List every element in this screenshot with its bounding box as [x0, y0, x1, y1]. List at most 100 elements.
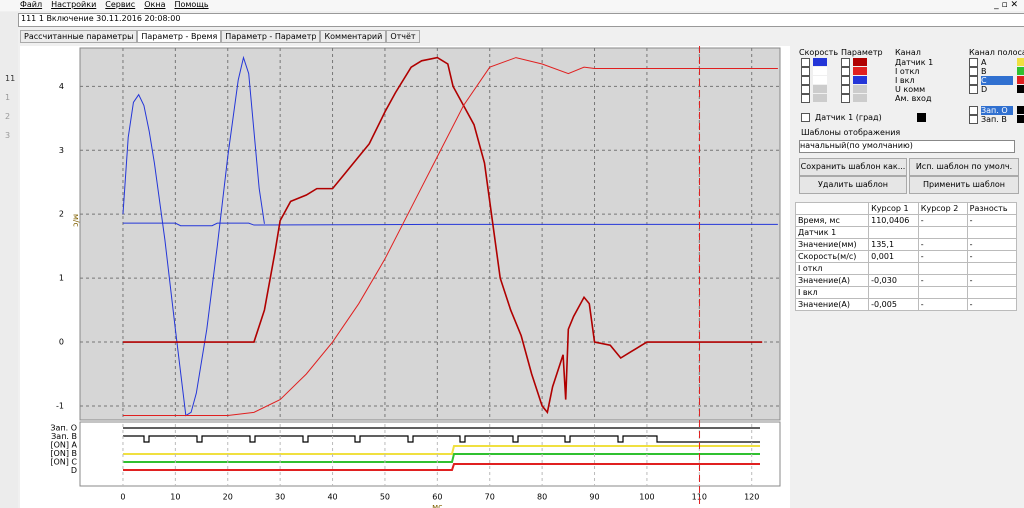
table-cell: I откл — [794, 262, 870, 275]
toolbar-number[interactable]: 1 — [5, 93, 11, 102]
table-cell: - — [917, 214, 968, 227]
button[interactable]: Сохранить шаблон как... — [799, 158, 907, 176]
checkbox[interactable] — [969, 106, 978, 115]
table-row: I откл — [794, 262, 1018, 275]
y-tick-label: 2 — [59, 210, 64, 219]
checkbox[interactable] — [969, 58, 978, 67]
table-cell — [868, 262, 919, 275]
strip-name: Зап. В — [981, 115, 1007, 124]
checkbox[interactable] — [801, 67, 810, 76]
menu-item[interactable]: Помощь — [174, 0, 209, 9]
table-cell: - — [966, 298, 1018, 311]
button[interactable]: Исп. шаблон по умолч. — [909, 158, 1019, 176]
strip-name: D — [981, 85, 988, 94]
checkbox[interactable] — [841, 58, 850, 67]
menu-item[interactable]: Файл — [20, 0, 43, 9]
table-row: Скорость(м/с) 0,001- - — [794, 250, 1018, 263]
channel-name: I вкл — [895, 76, 915, 85]
table-cell: - — [966, 274, 1018, 287]
color-box — [917, 113, 926, 122]
y-tick-label: 4 — [59, 82, 64, 91]
color-box — [813, 76, 827, 84]
header-cell: Курсор 2 — [917, 202, 968, 215]
group-title: Шаблоны отображения — [801, 128, 901, 137]
checkbox[interactable] — [801, 85, 810, 94]
tab[interactable]: Параметр - Время — [137, 30, 222, 43]
strip-name: Зап. О — [981, 106, 1013, 115]
dropdown[interactable]: начальный(по умолчанию) — [799, 140, 1015, 153]
checkbox[interactable] — [841, 85, 850, 94]
color-box — [1017, 106, 1024, 114]
checkbox[interactable] — [969, 115, 978, 124]
x-axis-label: мс — [432, 503, 442, 508]
channel-name: U комм — [895, 85, 926, 94]
x-tick-label: 60 — [432, 493, 442, 502]
table-cell: 135,1 — [868, 238, 919, 251]
menu-bar: Файл Настройки Сервис Окна Помощь _ ▫ ✕ — [0, 0, 1024, 11]
checkbox[interactable] — [841, 76, 850, 85]
digital-traces — [123, 427, 760, 471]
plot-area — [79, 47, 781, 421]
y-axis-label: м/с — [72, 214, 81, 227]
table-cell — [868, 226, 919, 239]
channel-label: [ON] C — [50, 458, 77, 467]
table-cell: -0,005 — [868, 298, 919, 311]
x-tick-label: 30 — [275, 493, 285, 502]
checkbox[interactable] — [801, 94, 810, 103]
menu-item[interactable]: Настройки — [51, 0, 97, 9]
x-tick-label: 90 — [589, 493, 599, 502]
strip-name: B — [981, 67, 987, 76]
channel-label: Зап. О — [50, 424, 77, 433]
table-cell — [966, 262, 1018, 275]
tab[interactable]: Параметр - Параметр — [221, 30, 321, 43]
color-box — [1017, 115, 1024, 123]
x-tick-label: 120 — [744, 493, 759, 502]
checkbox[interactable] — [841, 94, 850, 103]
toolbar-number[interactable]: 3 — [5, 131, 11, 140]
checkbox[interactable] — [801, 76, 810, 85]
tab[interactable]: Комментарий — [320, 30, 387, 43]
channel-name: I откл — [895, 67, 920, 76]
checkbox[interactable] — [969, 85, 978, 94]
checkbox[interactable] — [969, 67, 978, 76]
window-controls[interactable]: _ ▫ ✕ — [994, 0, 1018, 10]
checkbox[interactable] — [969, 76, 978, 85]
table-cell: Время, мс — [794, 214, 870, 227]
color-box — [853, 58, 867, 66]
table-cell: - — [966, 214, 1018, 227]
checkbox[interactable] — [801, 58, 810, 67]
table-cell: I вкл — [794, 286, 870, 299]
table-row: Значение(А) -0,005- - — [794, 298, 1018, 311]
table-cell: - — [966, 238, 1018, 251]
toolbar-number[interactable]: 11 — [5, 74, 16, 83]
color-box — [813, 94, 827, 102]
button[interactable]: Применить шаблон — [909, 176, 1019, 194]
color-box — [813, 67, 827, 75]
menu-item[interactable]: Окна — [144, 0, 166, 9]
table-cell: Значение(А) — [794, 274, 870, 287]
checkbox[interactable] — [801, 113, 810, 122]
channel-label: Зап. В — [51, 432, 77, 441]
line-series — [122, 222, 778, 227]
tab[interactable]: Рассчитанные параметры — [20, 30, 138, 43]
y-tick-label: 0 — [59, 338, 64, 347]
header-cell: Курсор 1 — [868, 202, 919, 215]
toolbar-number[interactable]: 2 — [5, 112, 11, 121]
button[interactable]: Удалить шаблон — [799, 176, 907, 194]
x-tick-label: 0 — [120, 493, 125, 502]
strip-name: C — [981, 76, 1013, 85]
table-cell: 0,001 — [868, 250, 919, 263]
cursor-table: Курсор 1 Курсор 2 Разность Время, мс 110,040… — [794, 202, 1018, 311]
checkbox[interactable] — [841, 67, 850, 76]
table-cell: Значение(А) — [794, 298, 870, 311]
y-tick-label: -1 — [56, 401, 64, 410]
tab[interactable]: Отчёт — [386, 30, 420, 43]
menu: Файл Настройки Сервис Окна Помощь — [20, 0, 209, 9]
menu-item[interactable]: Сервис — [105, 0, 136, 9]
color-box — [1017, 67, 1024, 75]
table-cell — [966, 226, 1018, 239]
header: Канал полоса — [969, 48, 1024, 57]
header: Канал — [895, 48, 921, 57]
x-tick-label: 10 — [170, 493, 180, 502]
y-tick-label: 1 — [59, 274, 64, 283]
